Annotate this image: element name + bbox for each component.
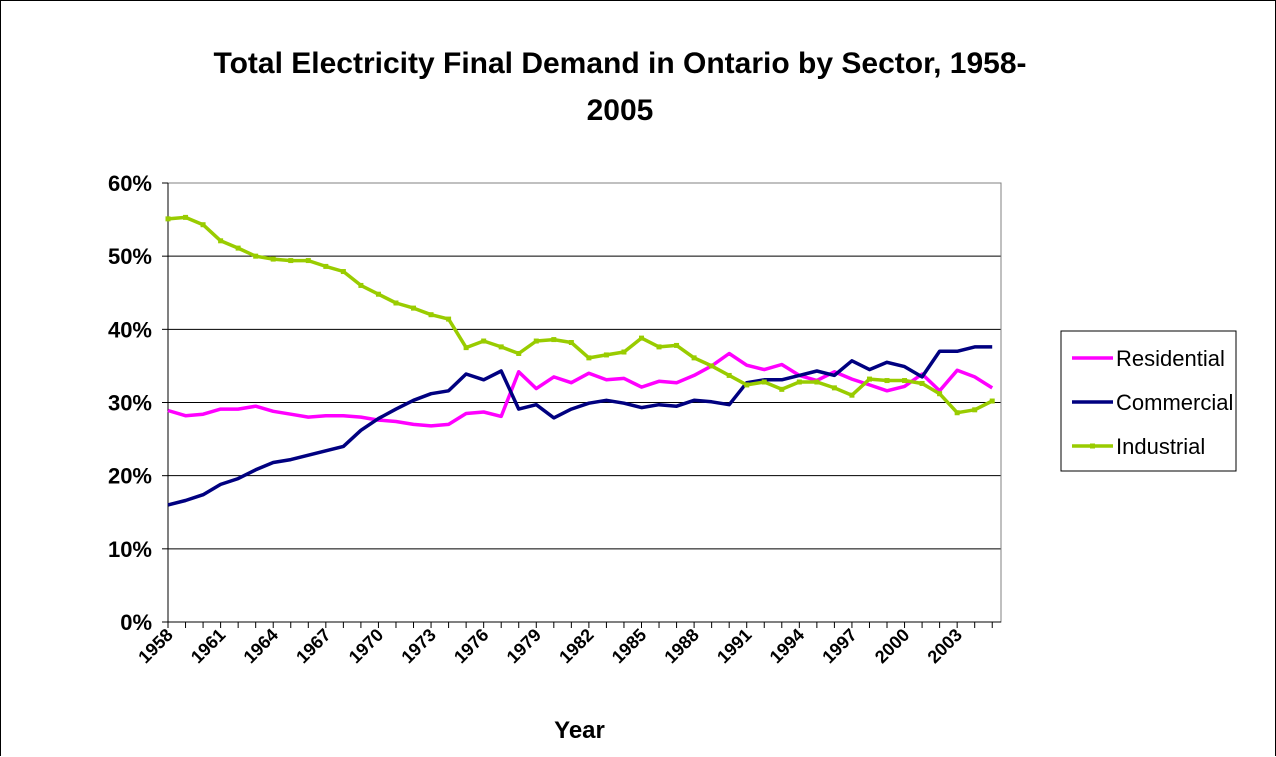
data-point-industrial [411,305,417,311]
data-point-industrial [674,342,680,348]
data-point-industrial [516,350,522,356]
x-tick-label: 1967 [292,625,334,667]
chart-title-line2: 2005 [586,94,654,127]
data-point-industrial [656,344,662,350]
data-point-industrial [305,258,311,264]
x-tick-label: 1985 [608,625,650,667]
legend-label-residential: Residential [1116,346,1225,371]
series-industrial [165,214,995,416]
data-point-industrial [779,386,785,392]
data-point-industrial [954,410,960,416]
data-point-industrial [446,316,452,322]
data-point-industrial [902,378,908,384]
y-tick-label: 10% [108,537,152,562]
data-point-industrial [165,216,171,222]
data-point-industrial [323,263,329,269]
data-point-industrial [761,379,767,385]
data-point-industrial [726,372,732,378]
x-tick-label: 1970 [345,625,387,667]
x-tick-label: 2003 [924,625,966,667]
data-point-industrial [814,379,820,385]
x-tick-label: 1976 [450,625,492,667]
x-tick-label: 1979 [503,625,545,667]
data-point-industrial [270,256,276,262]
data-point-industrial [937,391,943,397]
series-residential [167,351,994,428]
data-point-industrial [253,253,259,259]
data-point-industrial [463,345,469,351]
data-point-industrial [621,349,627,355]
legend-label-commercial: Commercial [1116,390,1233,415]
y-tick-label: 30% [108,391,152,416]
series-line-residential [167,351,994,428]
data-point-industrial [796,379,802,385]
data-point-industrial [358,282,364,288]
data-point-industrial [919,380,925,386]
x-tick-label: 1982 [555,625,597,667]
data-point-industrial [551,337,557,343]
data-point-industrial [831,385,837,391]
y-tick-label: 50% [108,244,152,269]
y-tick-label: 40% [108,317,152,342]
data-point-industrial [428,312,434,318]
series-lines [165,214,995,507]
data-point-industrial [498,344,504,350]
legend-item-commercial: Commercial [1072,390,1233,415]
data-point-industrial [989,398,995,404]
data-point-industrial [603,352,609,358]
y-tick-label: 60% [108,171,152,196]
chart-title: Total Electricity Final Demand in Ontari… [60,40,1180,134]
data-point-industrial [568,340,574,346]
x-tick-label: 1961 [187,625,229,667]
legend-item-residential: Residential [1072,346,1225,371]
legend-entries: Residential Commercial Industrial [1072,346,1233,459]
data-point-industrial [849,392,855,398]
x-tick-label: 1973 [397,625,439,667]
legend-item-industrial: Industrial [1072,434,1205,459]
x-tick-label: 1964 [240,625,282,667]
data-point-industrial [481,338,487,344]
legend-label-industrial: Industrial [1116,434,1205,459]
data-point-industrial [235,245,241,251]
x-tick-label: 2000 [871,625,913,667]
data-point-industrial [218,238,224,244]
data-point-industrial [586,355,592,361]
data-point-industrial [288,258,294,264]
data-point-industrial [972,407,978,413]
data-point-industrial [744,382,750,388]
data-point-industrial [375,291,381,297]
x-tick-label: 1997 [818,625,860,667]
series-commercial [167,345,993,507]
x-tick-label: 1994 [766,625,808,667]
legend-marker-industrial [1090,443,1095,449]
chart-title-line1: Total Electricity Final Demand in Ontari… [213,47,1027,80]
x-axis-title: Year [554,717,605,744]
data-point-industrial [866,376,872,382]
data-point-industrial [691,355,697,361]
data-point-industrial [393,300,399,306]
data-point-industrial [638,335,644,341]
y-tick-label: 0% [120,610,152,635]
data-point-industrial [200,222,206,228]
data-point-industrial [709,363,715,369]
data-point-industrial [884,378,890,384]
y-tick-label: 20% [108,464,152,489]
x-tick-label: 1991 [713,625,755,667]
series-line-industrial [167,215,993,415]
data-point-industrial [183,214,189,220]
series-line-commercial [167,345,993,507]
x-tick-label: 1988 [660,625,702,667]
data-point-industrial [340,269,346,275]
data-point-industrial [533,338,539,344]
